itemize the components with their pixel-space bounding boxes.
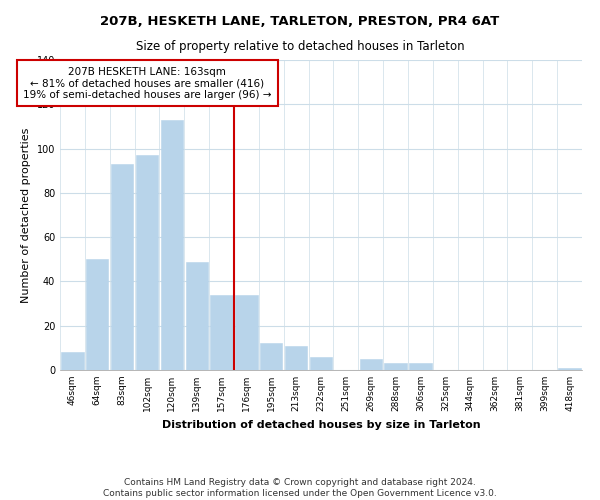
Text: 207B HESKETH LANE: 163sqm
← 81% of detached houses are smaller (416)
19% of semi: 207B HESKETH LANE: 163sqm ← 81% of detac… [23,66,271,100]
Bar [185,262,208,370]
Bar [285,346,307,370]
Bar [136,155,158,370]
Bar [111,164,133,370]
Bar [86,260,109,370]
X-axis label: Distribution of detached houses by size in Tarleton: Distribution of detached houses by size … [161,420,481,430]
Bar [310,356,332,370]
Bar [385,364,407,370]
Bar [235,294,257,370]
Bar [559,368,581,370]
Bar [409,364,431,370]
Text: Contains HM Land Registry data © Crown copyright and database right 2024.
Contai: Contains HM Land Registry data © Crown c… [103,478,497,498]
Text: 207B, HESKETH LANE, TARLETON, PRESTON, PR4 6AT: 207B, HESKETH LANE, TARLETON, PRESTON, P… [100,15,500,28]
Text: Size of property relative to detached houses in Tarleton: Size of property relative to detached ho… [136,40,464,53]
Bar [211,294,233,370]
Bar [359,359,382,370]
Bar [61,352,83,370]
Y-axis label: Number of detached properties: Number of detached properties [21,128,31,302]
Bar [260,344,283,370]
Bar [161,120,183,370]
